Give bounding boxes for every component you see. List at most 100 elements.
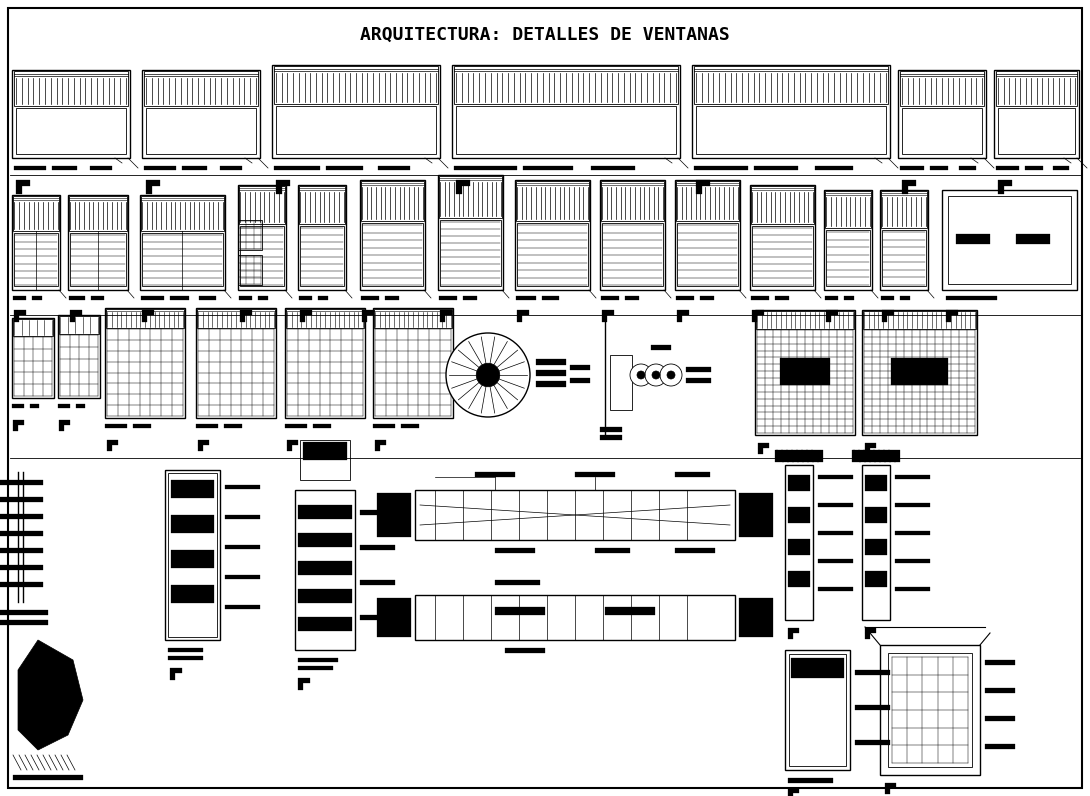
Bar: [788, 628, 799, 633]
Bar: [888, 653, 972, 767]
Bar: [600, 180, 665, 290]
Bar: [318, 296, 328, 300]
Circle shape: [637, 371, 645, 379]
Bar: [865, 571, 887, 587]
Bar: [239, 296, 252, 300]
Bar: [16, 186, 22, 194]
Bar: [605, 607, 655, 615]
Bar: [0, 497, 43, 502]
Text: ARQUITECTURA: DETALLES DE VENTANAS: ARQUITECTURA: DETALLES DE VENTANAS: [360, 26, 730, 44]
Bar: [775, 450, 823, 462]
Circle shape: [667, 371, 675, 379]
Bar: [788, 571, 810, 587]
Circle shape: [446, 333, 530, 417]
Bar: [1025, 166, 1043, 170]
Bar: [785, 465, 813, 620]
Bar: [298, 684, 303, 690]
Bar: [16, 108, 126, 154]
Bar: [946, 310, 958, 315]
Bar: [240, 310, 252, 315]
Bar: [882, 315, 887, 322]
Bar: [998, 108, 1075, 154]
Bar: [314, 424, 331, 428]
Bar: [12, 404, 24, 408]
Bar: [0, 565, 43, 570]
Bar: [298, 617, 352, 631]
Bar: [602, 315, 607, 322]
Bar: [438, 175, 502, 290]
Bar: [788, 788, 799, 793]
Bar: [677, 310, 689, 315]
Bar: [751, 186, 814, 224]
Bar: [13, 319, 53, 336]
Bar: [996, 166, 1019, 170]
Bar: [602, 310, 614, 315]
Bar: [946, 296, 997, 300]
Bar: [895, 503, 930, 507]
Bar: [360, 615, 395, 620]
Bar: [440, 315, 446, 322]
Bar: [788, 539, 810, 555]
Circle shape: [661, 364, 682, 386]
Bar: [775, 296, 789, 300]
Bar: [440, 310, 452, 315]
Bar: [855, 705, 891, 710]
Bar: [788, 778, 833, 783]
Bar: [523, 166, 573, 170]
Bar: [276, 106, 436, 154]
Bar: [676, 181, 739, 221]
Bar: [752, 315, 758, 322]
Bar: [948, 196, 1071, 284]
Bar: [791, 658, 844, 678]
Bar: [284, 308, 365, 418]
Bar: [900, 166, 923, 170]
Bar: [196, 308, 276, 418]
Bar: [298, 185, 346, 290]
Bar: [360, 180, 425, 290]
Bar: [361, 296, 378, 300]
Bar: [287, 445, 292, 451]
Bar: [225, 545, 261, 549]
Bar: [789, 654, 846, 766]
Bar: [144, 71, 258, 106]
Bar: [378, 166, 410, 170]
Bar: [865, 539, 887, 555]
Bar: [536, 359, 566, 365]
Bar: [171, 515, 214, 533]
Bar: [92, 296, 105, 300]
Bar: [852, 450, 900, 462]
Bar: [697, 180, 710, 186]
Bar: [274, 166, 320, 170]
Bar: [677, 223, 738, 286]
Bar: [985, 744, 1015, 749]
Bar: [196, 424, 218, 428]
Bar: [825, 191, 871, 228]
Bar: [240, 226, 284, 286]
Bar: [881, 191, 926, 228]
Bar: [12, 318, 54, 398]
Bar: [785, 650, 850, 770]
Bar: [862, 465, 891, 620]
Bar: [362, 315, 367, 322]
Bar: [105, 424, 128, 428]
Circle shape: [630, 364, 652, 386]
Bar: [107, 445, 112, 451]
Bar: [865, 507, 887, 523]
Bar: [985, 716, 1015, 721]
Bar: [514, 180, 590, 290]
Bar: [692, 65, 891, 158]
Bar: [170, 673, 175, 680]
Bar: [824, 190, 872, 290]
Bar: [788, 475, 810, 491]
Bar: [0, 582, 43, 587]
Bar: [303, 442, 347, 460]
Bar: [168, 656, 203, 660]
Bar: [601, 296, 619, 300]
Bar: [68, 195, 128, 290]
Bar: [142, 233, 223, 286]
Bar: [106, 309, 184, 328]
Bar: [1016, 234, 1050, 244]
Bar: [168, 648, 203, 652]
Bar: [299, 186, 346, 224]
Bar: [415, 595, 735, 640]
